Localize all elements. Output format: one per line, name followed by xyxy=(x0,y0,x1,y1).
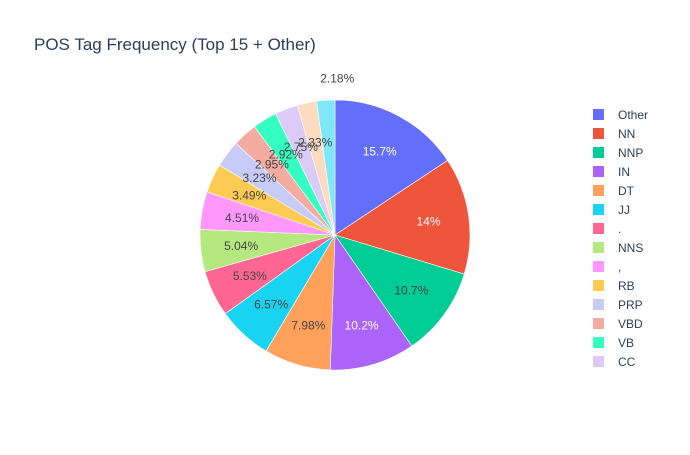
slice-label: 10.2% xyxy=(345,319,379,333)
legend-item[interactable]: NN xyxy=(593,127,635,141)
legend-item[interactable]: , xyxy=(593,260,621,274)
legend-item[interactable]: IN xyxy=(593,165,630,179)
legend-label: DT xyxy=(618,184,635,198)
legend-item[interactable]: CC xyxy=(593,355,636,369)
legend-label: NNP xyxy=(618,146,643,160)
legend-swatch xyxy=(593,128,604,139)
legend-swatch xyxy=(593,356,604,367)
legend-label: NN xyxy=(618,127,635,141)
slice-label: 2.92% xyxy=(269,147,303,161)
legend-swatch xyxy=(593,185,604,196)
slice-label: 15.7% xyxy=(363,145,397,159)
legend-label: NNS xyxy=(618,241,643,255)
legend-label: , xyxy=(618,260,621,274)
slice-label: 2.75% xyxy=(284,140,318,154)
legend-item[interactable]: JJ xyxy=(593,203,630,217)
pie-slice-NNP[interactable] xyxy=(334,234,465,347)
legend-swatch xyxy=(593,261,604,272)
legend-swatch xyxy=(593,223,604,234)
legend-item[interactable]: DT xyxy=(593,184,635,198)
legend-item[interactable]: Other xyxy=(593,108,648,122)
legend-item[interactable]: RB xyxy=(593,279,635,293)
slice-label: 2.33% xyxy=(298,136,332,150)
legend-label: JJ xyxy=(618,203,630,217)
legend-label: VBD xyxy=(618,317,643,331)
slice-label: 2.18% xyxy=(320,71,354,85)
legend-label: IN xyxy=(618,165,630,179)
legend-item[interactable]: NNP xyxy=(593,146,643,160)
legend-label: . xyxy=(618,222,621,236)
slice-label: 10.7% xyxy=(394,284,428,298)
slice-label: 5.04% xyxy=(224,239,258,253)
legend-swatch xyxy=(593,109,604,120)
pie-slice-NN[interactable] xyxy=(334,160,471,275)
legend-label: RB xyxy=(618,279,635,293)
slice-label: 7.98% xyxy=(291,319,325,333)
legend-label: PRP xyxy=(618,298,643,312)
slice-label: 4.51% xyxy=(225,211,259,225)
legend-label: CC xyxy=(618,355,636,369)
legend-swatch xyxy=(593,204,604,215)
legend-label: VB xyxy=(618,336,634,350)
legend-label: Other xyxy=(618,108,648,122)
pie-slice-15[interactable] xyxy=(316,99,336,236)
pie-labels: 15.7% 14% 10.7% 10.2% 7.98%6.57% 5.53% 5.04% 4.… xyxy=(224,71,441,332)
slice-label: 3.49% xyxy=(232,188,266,202)
slice-label: 14% xyxy=(416,214,440,228)
legend-item[interactable]: NNS xyxy=(593,241,643,255)
slice-label: 3.23% xyxy=(242,171,276,185)
legend-item[interactable]: VBD xyxy=(593,317,643,331)
legend-swatch xyxy=(593,299,604,310)
legend-item[interactable]: . xyxy=(593,222,621,236)
legend-swatch xyxy=(593,166,604,177)
slice-label: 6.57% xyxy=(254,298,288,312)
pie-slice-Other[interactable] xyxy=(334,99,448,236)
legend-swatch xyxy=(593,280,604,291)
legend-swatch xyxy=(593,337,604,348)
pie-slices xyxy=(199,99,471,371)
legend-swatch xyxy=(593,318,604,329)
legend-swatch xyxy=(593,242,604,253)
slice-label: 2.95% xyxy=(255,158,289,172)
chart-title: POS Tag Frequency (Top 15 + Other) xyxy=(34,35,316,54)
legend-item[interactable]: PRP xyxy=(593,298,643,312)
pie-slice-IN[interactable] xyxy=(329,234,413,371)
legend-swatch xyxy=(593,147,604,158)
legend-item[interactable]: VB xyxy=(593,336,634,350)
legend[interactable]: Other NN NNP IN DT JJ. NNS, RB PRP VBD VB CC xyxy=(593,108,648,369)
slice-label: 5.53% xyxy=(233,269,267,283)
